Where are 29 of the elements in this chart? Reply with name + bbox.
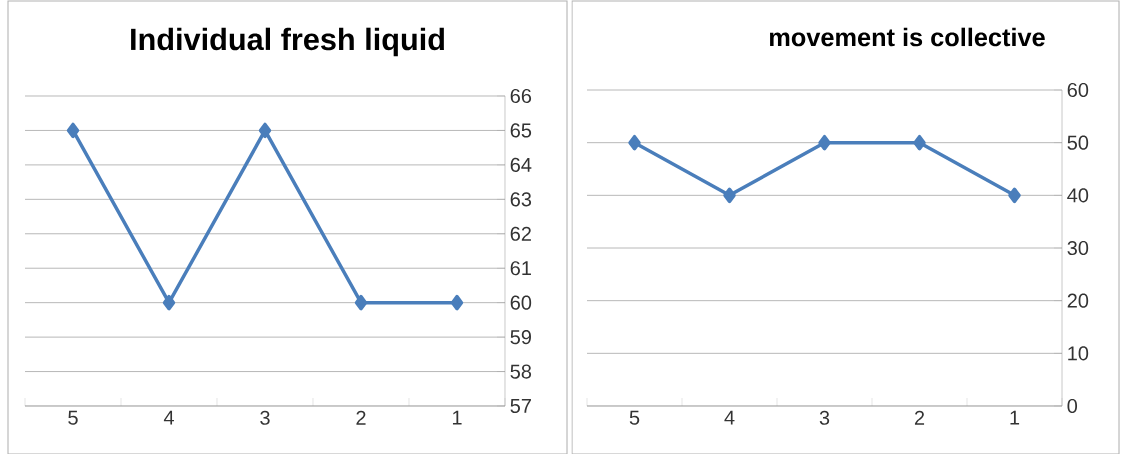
y-tick-label: 50 [1067, 135, 1089, 150]
y-tick-label: 10 [1068, 346, 1089, 361]
x-tick-label: 1 [1010, 410, 1020, 425]
y-tick-label: 20 [1067, 293, 1089, 308]
x-tick-label: 3 [819, 410, 830, 425]
y-tick-label: 64 [510, 157, 532, 172]
y-tick-label: 58 [510, 364, 532, 379]
y-tick-label: 30 [1067, 240, 1089, 256]
chart-title: movement is collective [769, 27, 1045, 47]
y-tick-label: 65 [510, 123, 532, 138]
y-tick-label: 66 [510, 88, 532, 104]
y-tick-label: 62 [510, 226, 531, 241]
x-tick-label: 2 [914, 410, 925, 425]
x-tick-label: 4 [724, 410, 735, 425]
y-tick-label: 0 [1067, 398, 1078, 414]
x-tick-label: 2 [356, 410, 366, 425]
x-tick-label: 3 [260, 410, 270, 425]
chart-title: Individual fresh liquid [131, 27, 444, 57]
y-tick-label: 63 [510, 192, 532, 207]
y-tick-label: 61 [510, 261, 531, 276]
y-tick-label: 60 [510, 295, 532, 310]
y-tick-label: 40 [1067, 188, 1089, 203]
x-tick-label: 5 [629, 410, 640, 425]
x-tick-label: 1 [452, 410, 462, 425]
y-tick-label: 60 [1067, 82, 1089, 98]
y-tick-label: 59 [510, 330, 531, 345]
x-tick-label: 4 [163, 410, 174, 425]
y-tick-label: 57 [510, 399, 531, 413]
x-tick-label: 5 [68, 410, 78, 425]
